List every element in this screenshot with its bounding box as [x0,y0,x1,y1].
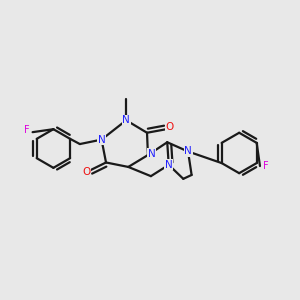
Text: F: F [263,161,269,171]
Text: N: N [148,148,155,159]
Text: N: N [122,115,130,125]
Text: N: N [184,146,192,157]
Text: O: O [82,167,90,177]
Text: N: N [98,135,105,145]
Text: O: O [165,122,173,132]
Text: N: N [165,160,172,170]
Text: F: F [24,125,30,135]
